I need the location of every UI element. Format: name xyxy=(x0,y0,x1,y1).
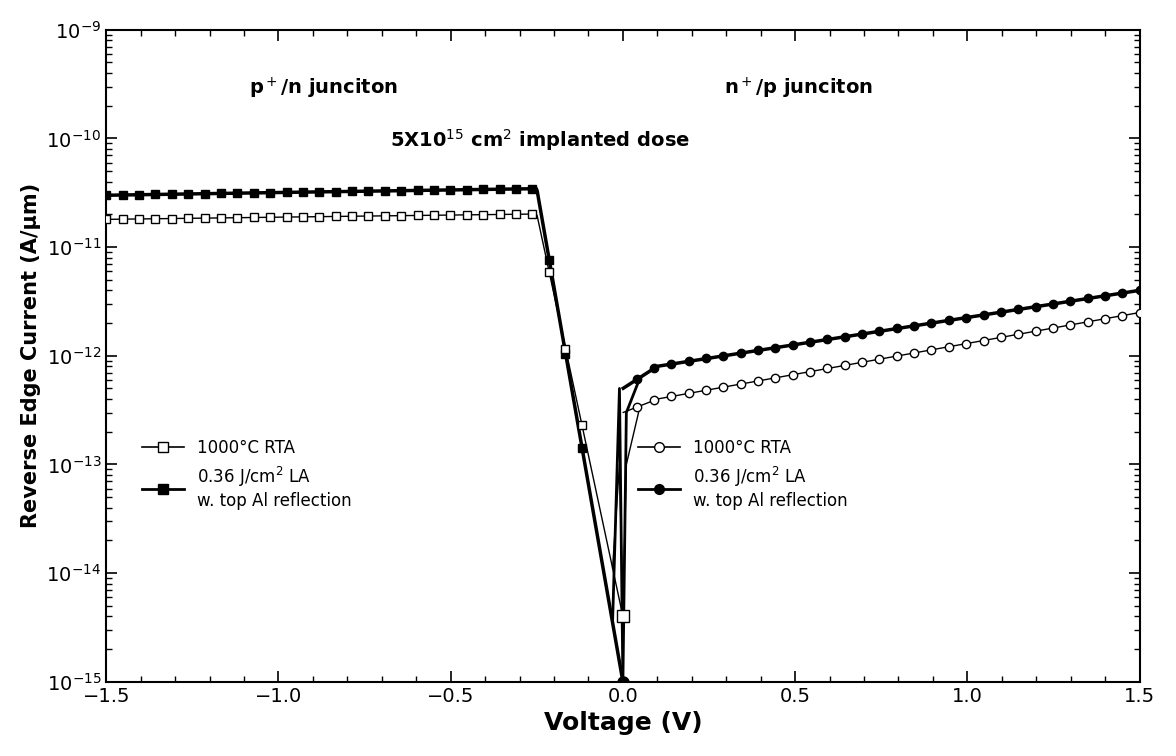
X-axis label: Voltage (V): Voltage (V) xyxy=(543,711,702,735)
Legend: 1000°C RTA, 0.36 J/cm$^2$ LA
w. top Al reflection: 1000°C RTA, 0.36 J/cm$^2$ LA w. top Al r… xyxy=(632,432,854,517)
Text: p$^+$/n junciton: p$^+$/n junciton xyxy=(248,76,397,101)
Text: 5X10$^{15}$ cm$^2$ implanted dose: 5X10$^{15}$ cm$^2$ implanted dose xyxy=(390,128,690,153)
Text: n$^+$/p junciton: n$^+$/p junciton xyxy=(724,76,873,101)
Y-axis label: Reverse Edge Current (A/μm): Reverse Edge Current (A/μm) xyxy=(21,183,41,528)
